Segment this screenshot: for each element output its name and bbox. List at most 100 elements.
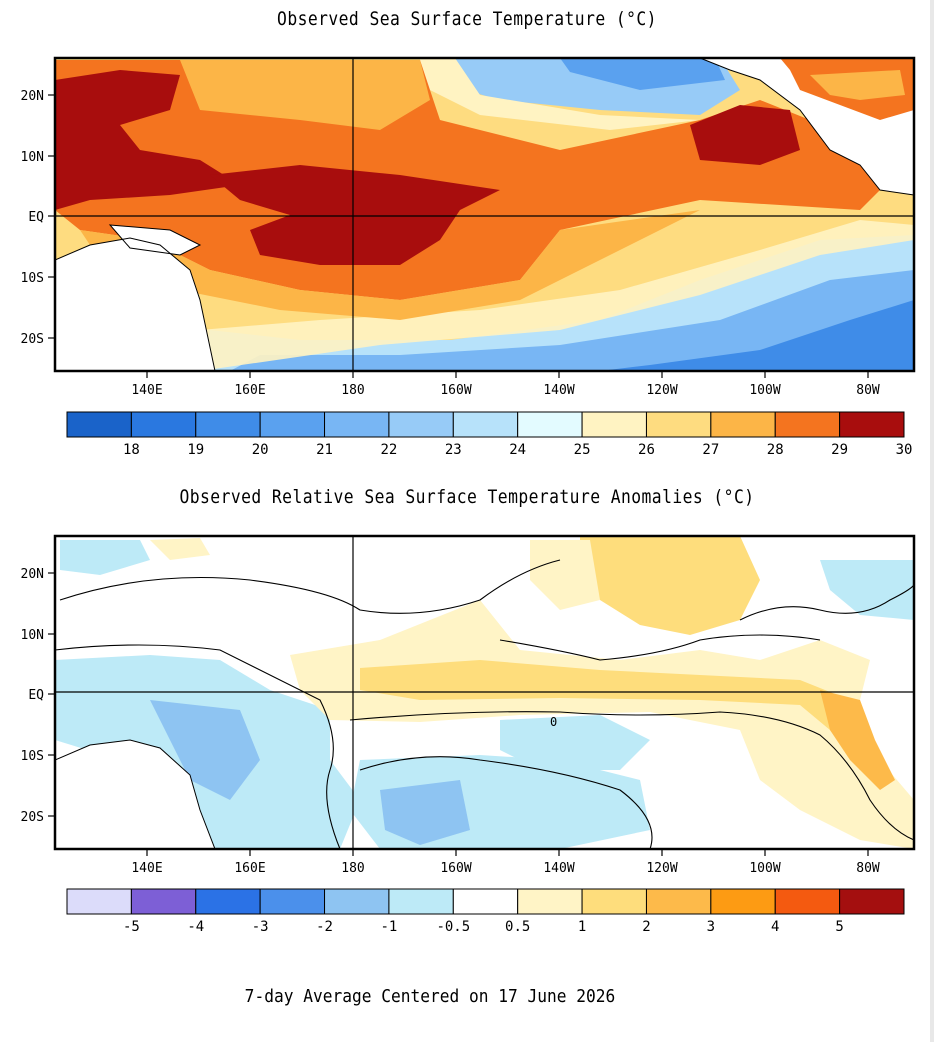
anom-cool-mid: [500, 715, 650, 770]
sst-lat-tick-label: 10S: [21, 271, 44, 286]
sst-lat-tick-label: 10N: [21, 150, 44, 165]
sst-gulf-warm-2: [810, 70, 905, 100]
sst-lon-tick-label: 160E: [234, 383, 265, 398]
sst-axes: 140E 160E 180 160W 140W 120W 100W 80W 20N 10N EQ 10…: [21, 89, 880, 398]
anom-colorbar-swatch: [66, 888, 132, 915]
sst-colorbar-label: 20: [252, 442, 269, 458]
anom-contour-label: 0: [550, 715, 557, 729]
anomaly-colorbar: -5 -4 -3 -2 -1 -0.5 0.5 1 2 3 4 5: [66, 888, 905, 935]
anom-colorbar-label: -0.5: [436, 919, 470, 935]
anom-colorbar-label: 3: [707, 919, 715, 935]
anomaly-axes: 140E 160E 180 160W 140W 120W 100W 80W 20N 10N EQ 10…: [21, 567, 880, 876]
anom-warm-band-2: [360, 660, 890, 780]
sst-colorbar-swatch: [324, 411, 390, 438]
anom-lon-tick-label: 100W: [749, 861, 780, 876]
sst-lon-tick-label: 180: [341, 383, 364, 398]
anom-lat-tick-label: 10N: [21, 628, 44, 643]
sst-colorbar-label: 19: [187, 442, 204, 458]
anom-cool-nw: [60, 540, 150, 575]
sst-hot-core-central: [210, 165, 500, 265]
sst-lat-tick-label: 20S: [21, 332, 44, 347]
sst-colorbar-swatch: [259, 411, 326, 438]
sst-colorbar-swatch: [710, 411, 776, 438]
anom-lat-tick-label: 20S: [21, 810, 44, 825]
anom-lon-tick-label: 140W: [543, 861, 574, 876]
anom-colorbar-label: 2: [642, 919, 650, 935]
sst-colorbar-label: 24: [509, 442, 526, 458]
anom-colorbar-swatch: [517, 888, 583, 915]
sst-colorbar: 18 19 20 21 22 23 24 25 26 27 28 29 30: [66, 411, 913, 458]
sst-colorbar-swatch: [517, 411, 583, 438]
anom-colorbar-swatch: [452, 888, 519, 915]
sst-colorbar-swatch: [388, 411, 454, 438]
sst-hot-core-west: [55, 70, 240, 210]
sst-colorbar-label: 22: [380, 442, 397, 458]
anom-colorbar-swatch: [710, 888, 776, 915]
sst-cool-north-core: [560, 58, 725, 90]
sst-colorbar-label: 28: [767, 442, 784, 458]
anom-lon-tick-label: 140E: [131, 861, 162, 876]
anom-contour-zero: [349, 711, 914, 841]
sst-colorbar-swatch: [839, 411, 905, 438]
anom-colorbar-label: -3: [252, 919, 269, 935]
anom-colorbar-label: 0.5: [505, 919, 530, 935]
anom-colorbar-swatch: [774, 888, 841, 915]
anom-colorbar-label: -5: [123, 919, 140, 935]
anom-colorbar-swatch: [388, 888, 454, 915]
sst-lat-tick-label: EQ: [28, 210, 44, 225]
anom-lat-tick-label: 20N: [21, 567, 44, 582]
sst-hot-core-east: [690, 105, 800, 165]
sst-lon-tick-label: 140E: [131, 383, 162, 398]
anom-colorbar-label: 5: [835, 919, 843, 935]
anom-cool-south-core: [380, 780, 470, 845]
sst-lon-tick-label: 100W: [749, 383, 780, 398]
anom-colorbar-label: -2: [316, 919, 333, 935]
sst-map: [55, 58, 914, 371]
anom-warm-north: [580, 536, 760, 635]
anom-colorbar-swatch: [581, 888, 647, 915]
anom-lat-tick-label: EQ: [28, 688, 44, 703]
anom-colorbar-swatch: [324, 888, 390, 915]
anom-warm-band: [290, 600, 914, 849]
anom-warm-coast: [820, 690, 895, 790]
sst-lon-tick-label: 120W: [646, 383, 677, 398]
anom-lon-tick-label: 160W: [440, 861, 471, 876]
anom-colorbar-swatch: [839, 888, 905, 915]
sst-colorbar-label: 26: [638, 442, 655, 458]
anomaly-frame: [53, 534, 916, 851]
sst-australia-land: [55, 238, 215, 371]
sst-colorbar-swatch: [645, 411, 712, 438]
sst-colorbar-swatch: [195, 411, 261, 438]
sst-cool-south-2: [230, 270, 914, 371]
anom-colorbar-swatch: [195, 888, 261, 915]
anom-australia-land: [55, 739, 216, 849]
sst-colorbar-swatch: [66, 411, 132, 438]
anom-colorbar-label: 4: [771, 919, 779, 935]
anom-colorbar-swatch: [130, 888, 197, 915]
sst-colorbar-swatch: [581, 411, 647, 438]
anom-colorbar-label: 1: [578, 919, 586, 935]
anomaly-map: 0: [55, 536, 914, 849]
anom-cool-ne: [820, 560, 914, 620]
sst-colorbar-label: 18: [123, 442, 140, 458]
sst-png-land: [108, 224, 202, 256]
sst-colorbar-label: 30: [896, 442, 913, 458]
sst-colorbar-swatch: [452, 411, 519, 438]
page-right-edge: [930, 0, 934, 1042]
sst-colorbar-swatch: [130, 411, 197, 438]
anom-lon-tick-label: 120W: [646, 861, 677, 876]
anom-lon-tick-label: 80W: [856, 861, 880, 876]
sst-lon-tick-label: 140W: [543, 383, 574, 398]
sst-lon-tick-label: 80W: [856, 383, 880, 398]
anom-warm-nw: [150, 538, 210, 560]
anom-warm-north-pale: [530, 540, 600, 610]
anom-lon-tick-label: 160E: [234, 861, 265, 876]
anom-cool-west-core: [150, 700, 260, 800]
anom-lat-tick-label: 10S: [21, 749, 44, 764]
sst-frame: [53, 56, 916, 373]
sst-colorbar-swatch: [774, 411, 841, 438]
sst-colorbar-label: 23: [445, 442, 462, 458]
sst-title: Observed Sea Surface Temperature (°C): [277, 8, 657, 30]
sst-pale-north: [420, 58, 700, 130]
